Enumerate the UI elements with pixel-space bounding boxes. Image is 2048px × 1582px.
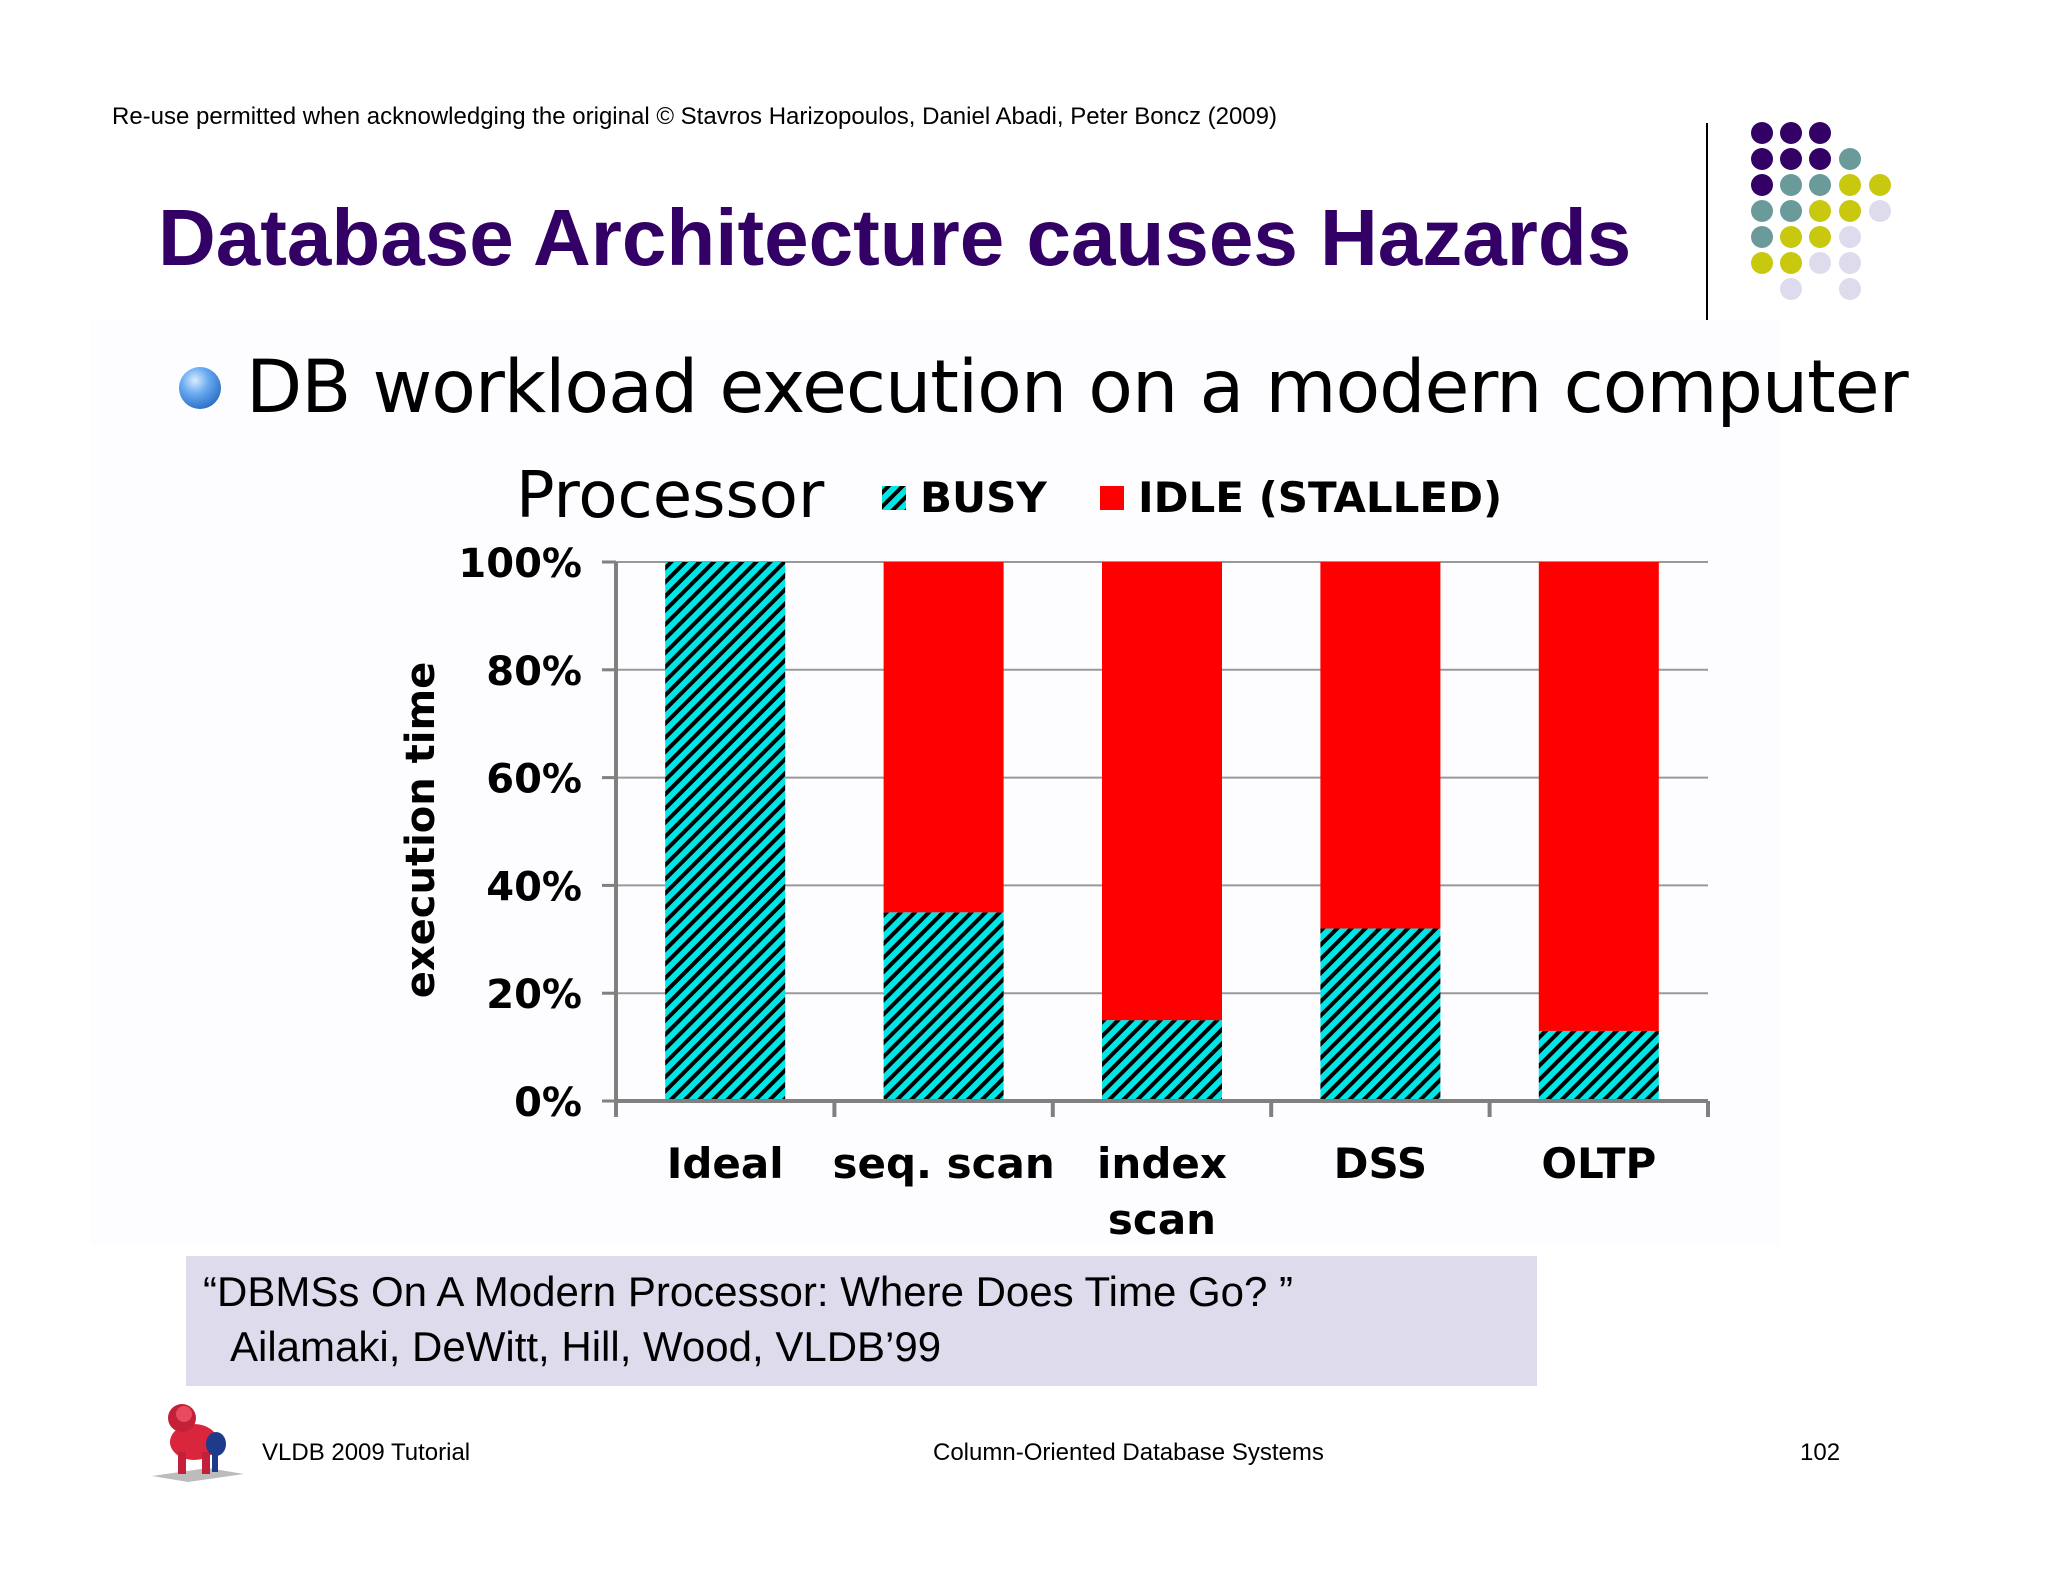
- logo-dot: [1780, 148, 1802, 170]
- logo-dot: [1780, 252, 1802, 274]
- logo-dot: [1780, 278, 1802, 300]
- y-tick-label: 40%: [486, 864, 582, 910]
- x-tick-label: seq. scan: [832, 1139, 1054, 1188]
- logo-dot: [1751, 226, 1773, 248]
- footer-center: Column-Oriented Database Systems: [933, 1439, 1324, 1466]
- bullet-text: DB workload execution on a modern comput…: [246, 345, 1909, 430]
- x-tick-label: scan: [1108, 1195, 1216, 1244]
- logo-dot: [1839, 200, 1861, 222]
- logo-dot: [1809, 252, 1831, 274]
- copyright-notice: Re-use permitted when acknowledging the …: [112, 103, 1277, 130]
- x-tick-label: OLTP: [1541, 1139, 1656, 1188]
- page-number: 102: [1800, 1439, 1841, 1466]
- citation-title: “DBMSs On A Modern Processor: Where Does…: [203, 1268, 1294, 1315]
- bar-idle: [883, 562, 1004, 913]
- bar-idle: [1538, 562, 1659, 1031]
- logo-dot: [1809, 200, 1831, 222]
- slide-title: Database Architecture causes Hazards: [158, 193, 1632, 282]
- bar-busy: [1320, 928, 1441, 1101]
- bar-busy: [1538, 1030, 1659, 1101]
- logo-dot: [1751, 252, 1773, 274]
- logo-dot: [1839, 148, 1861, 170]
- x-tick-label: index: [1097, 1139, 1227, 1188]
- x-tick-label: Ideal: [667, 1139, 784, 1188]
- legend-label-idle: IDLE (STALLED): [1138, 473, 1502, 522]
- x-tick-label: DSS: [1334, 1139, 1427, 1188]
- red-lion-logo: [152, 1404, 244, 1482]
- bar-busy: [883, 912, 1004, 1101]
- bar-idle: [1102, 562, 1222, 1021]
- bar-idle: [1320, 562, 1441, 929]
- logo-dot: [1809, 122, 1831, 144]
- y-tick-label: 20%: [486, 972, 582, 1018]
- logo-dot: [1751, 200, 1773, 222]
- logo-dot: [1751, 148, 1773, 170]
- logo-dot: [1869, 200, 1891, 222]
- logo-dot: [1809, 174, 1831, 196]
- logo-dot: [1809, 148, 1831, 170]
- y-tick-label: 80%: [486, 649, 582, 695]
- y-axis-label: execution time: [398, 662, 444, 999]
- logo-dot: [1869, 174, 1891, 196]
- logo-dot: [1751, 122, 1773, 144]
- y-tick-label: 100%: [458, 541, 582, 587]
- logo-dot: [1751, 174, 1773, 196]
- legend-swatch-idle: [1100, 486, 1124, 510]
- legend-label-busy: BUSY: [920, 473, 1047, 522]
- citation-box: [186, 1256, 1537, 1386]
- logo-dot: [1780, 174, 1802, 196]
- chart-title: Processor: [516, 459, 825, 533]
- logo-dot: [1780, 200, 1802, 222]
- logo-dot: [1839, 174, 1861, 196]
- y-tick-label: 60%: [486, 757, 582, 803]
- legend-swatch-busy: [882, 486, 906, 510]
- bar-busy: [665, 562, 786, 1101]
- y-tick-label: 0%: [514, 1080, 582, 1126]
- logo-dot: [1839, 252, 1861, 274]
- title-divider: [1706, 123, 1708, 325]
- bullet-ball-icon: [179, 367, 221, 409]
- logo-dot: [1780, 226, 1802, 248]
- logo-dot: [1839, 226, 1861, 248]
- citation-authors: Ailamaki, DeWitt, Hill, Wood, VLDB’99: [230, 1323, 942, 1370]
- logo-dot: [1809, 226, 1831, 248]
- logo-dot: [1839, 278, 1861, 300]
- footer-left: VLDB 2009 Tutorial: [262, 1439, 471, 1466]
- bar-busy: [1102, 1020, 1222, 1101]
- logo-dot: [1780, 122, 1802, 144]
